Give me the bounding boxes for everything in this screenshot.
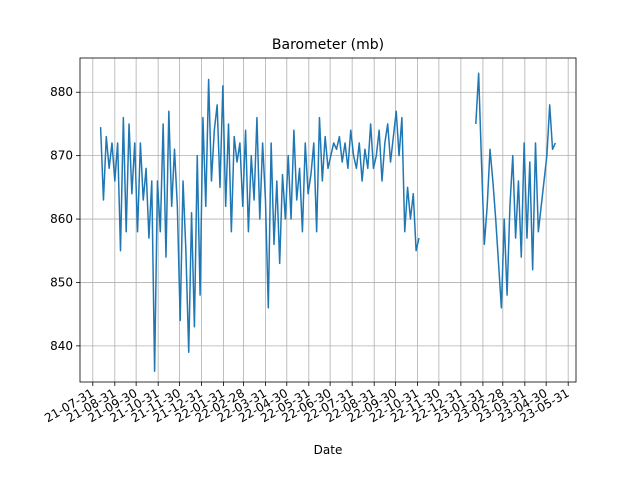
y-tick-label: 850 [50, 275, 73, 289]
y-tick-label: 840 [50, 339, 73, 353]
chart-title: Barometer (mb) [272, 37, 384, 53]
y-tick-label: 880 [50, 85, 73, 99]
y-tick-label: 870 [50, 149, 73, 163]
y-tick-label: 860 [50, 212, 73, 226]
x-axis-label: Date [314, 443, 343, 457]
data-line [99, 72, 557, 372]
plot-frame [79, 57, 577, 383]
